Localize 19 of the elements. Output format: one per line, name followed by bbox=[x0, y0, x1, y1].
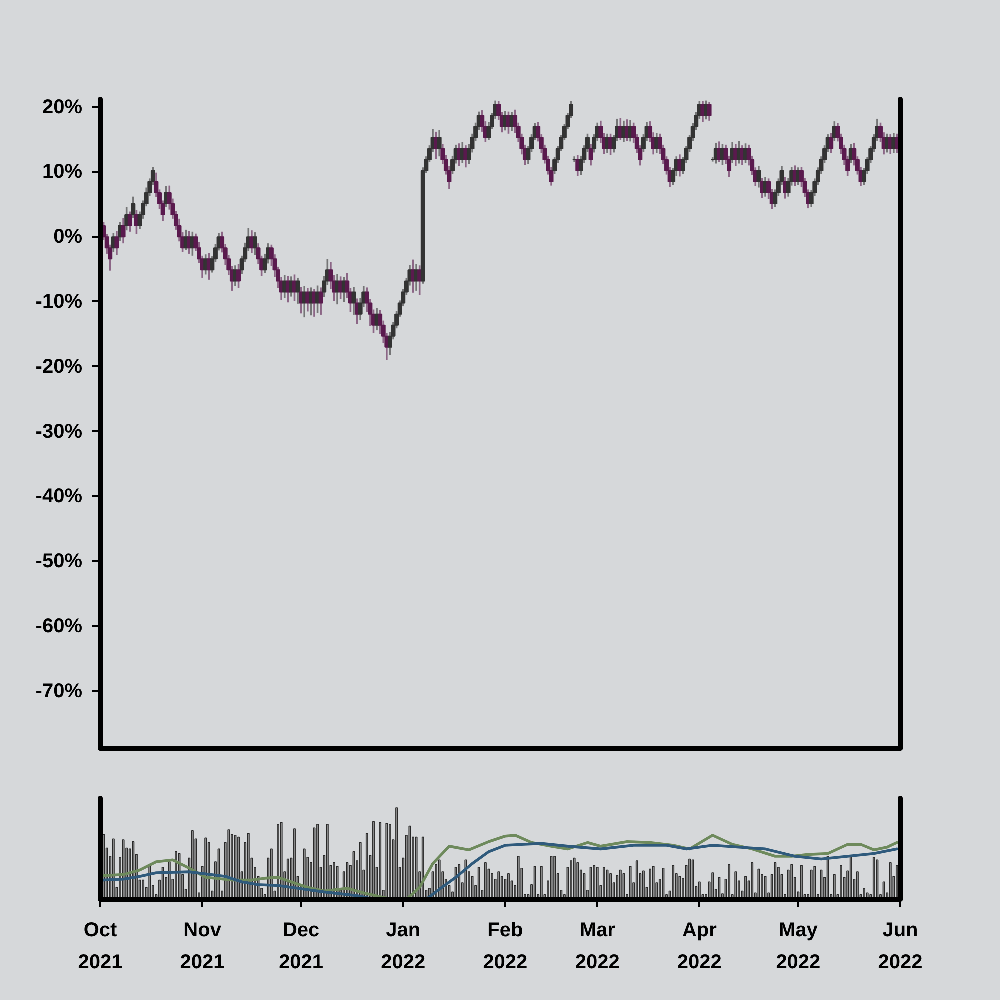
x-tick-label: May 2022 bbox=[776, 920, 821, 974]
x-tick-label: Jan 2022 bbox=[381, 920, 426, 974]
x-tick-label: Feb 2022 bbox=[483, 920, 528, 974]
y-tick-label: -50% bbox=[36, 550, 83, 573]
y-tick-label: -20% bbox=[36, 356, 83, 378]
x-tick-label: Nov 2021 bbox=[180, 920, 225, 974]
y-tick-label: 0% bbox=[54, 226, 83, 248]
y-tick-label: -10% bbox=[36, 290, 83, 313]
y-tick-label: -30% bbox=[36, 420, 83, 443]
y-tick-label: 10% bbox=[42, 161, 83, 184]
y-tick-label: -60% bbox=[36, 615, 83, 638]
y-tick-label: -70% bbox=[36, 680, 83, 702]
x-tick-label: Jun 2022 bbox=[878, 920, 923, 974]
x-tick-label: Dec 2021 bbox=[279, 920, 324, 974]
y-tick-label: -40% bbox=[36, 486, 83, 508]
y-tick-label: 20% bbox=[42, 96, 83, 118]
x-tick-label: Mar 2022 bbox=[575, 920, 620, 974]
x-tick-label: Apr 2022 bbox=[677, 920, 722, 974]
x-tick-label: Oct 2021 bbox=[78, 920, 123, 974]
